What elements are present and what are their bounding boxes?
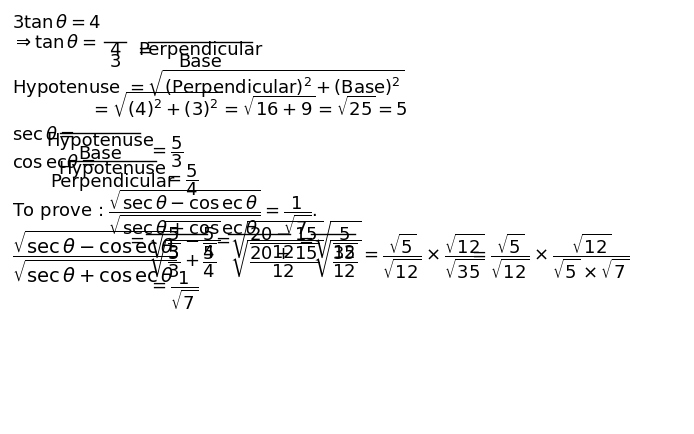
Text: $= \dfrac{5}{4}$: $= \dfrac{5}{4}$ [163, 162, 198, 197]
Text: To prove : $\dfrac{\sqrt{\sec\theta - \cos\mathrm{ec}\,\theta}}{\sqrt{\sec\theta: To prove : $\dfrac{\sqrt{\sec\theta - \c… [12, 187, 318, 237]
Text: $=$: $=$ [126, 231, 144, 249]
Text: $\sqrt{\dfrac{5}{12}}$: $\sqrt{\dfrac{5}{12}}$ [313, 219, 362, 261]
Text: $\cos\mathrm{ec}\theta = $: $\cos\mathrm{ec}\theta = $ [12, 154, 96, 172]
Text: $= \dfrac{\sqrt{5}}{\sqrt{12}} \times \dfrac{\sqrt{12}}{\sqrt{35}}$: $= \dfrac{\sqrt{5}}{\sqrt{12}} \times \d… [360, 231, 484, 281]
Text: Base: Base [178, 53, 222, 71]
Text: $\sqrt{\dfrac{5}{3} + \dfrac{5}{4}}$: $\sqrt{\dfrac{5}{3} + \dfrac{5}{4}}$ [148, 238, 221, 280]
Text: $3$: $3$ [109, 53, 121, 71]
Text: Hypotenuse $= \sqrt{(\mathrm{Perpendicular})^2 + (\mathrm{Base})^2}$: Hypotenuse $= \sqrt{(\mathrm{Perpendicul… [12, 68, 405, 100]
Text: Base: Base [78, 145, 122, 163]
Text: $= \dfrac{\sqrt{5}}{\sqrt{12}} \times \dfrac{\sqrt{12}}{\sqrt{5} \times \sqrt{7}: $= \dfrac{\sqrt{5}}{\sqrt{12}} \times \d… [468, 231, 629, 281]
Text: Hypotenuse: Hypotenuse [58, 160, 166, 178]
Text: $=$: $=$ [134, 41, 153, 59]
Text: Perpendicular: Perpendicular [138, 41, 262, 59]
Text: $= \dfrac{5}{3}$: $= \dfrac{5}{3}$ [148, 134, 183, 170]
Text: $= \sqrt{(4)^2 + (3)^2} = \sqrt{16+9} = \sqrt{25} = 5$: $= \sqrt{(4)^2 + (3)^2} = \sqrt{16+9} = … [90, 90, 408, 120]
Text: Perpendicular: Perpendicular [50, 173, 174, 191]
Text: Hypotenuse: Hypotenuse [46, 132, 154, 150]
Text: $\sqrt{\dfrac{20-15}{12}}$: $\sqrt{\dfrac{20-15}{12}}$ [230, 219, 323, 261]
Text: $4$: $4$ [109, 41, 121, 59]
Text: $\sqrt{\dfrac{20+15}{12}}$: $\sqrt{\dfrac{20+15}{12}}$ [230, 238, 323, 280]
Text: $\Rightarrow \tan\theta = $: $\Rightarrow \tan\theta = $ [12, 34, 96, 52]
Text: $\sec\theta = $: $\sec\theta = $ [12, 126, 75, 144]
Text: $=$: $=$ [295, 231, 314, 249]
Text: $3\tan\theta = 4$: $3\tan\theta = 4$ [12, 14, 101, 32]
Text: $\dfrac{\sqrt{\sec\theta - \cos\mathrm{ec}\,\theta}}{\sqrt{\sec\theta + \cos\mat: $\dfrac{\sqrt{\sec\theta - \cos\mathrm{e… [12, 228, 176, 285]
Text: $= \dfrac{1}{\sqrt{7}}$: $= \dfrac{1}{\sqrt{7}}$ [148, 269, 198, 312]
Text: $\sqrt{\dfrac{35}{12}}$: $\sqrt{\dfrac{35}{12}}$ [313, 238, 362, 280]
Text: $\sqrt{\dfrac{5}{3} - \dfrac{5}{4}}$: $\sqrt{\dfrac{5}{3} - \dfrac{5}{4}}$ [148, 219, 221, 261]
Text: $=$: $=$ [212, 231, 230, 249]
